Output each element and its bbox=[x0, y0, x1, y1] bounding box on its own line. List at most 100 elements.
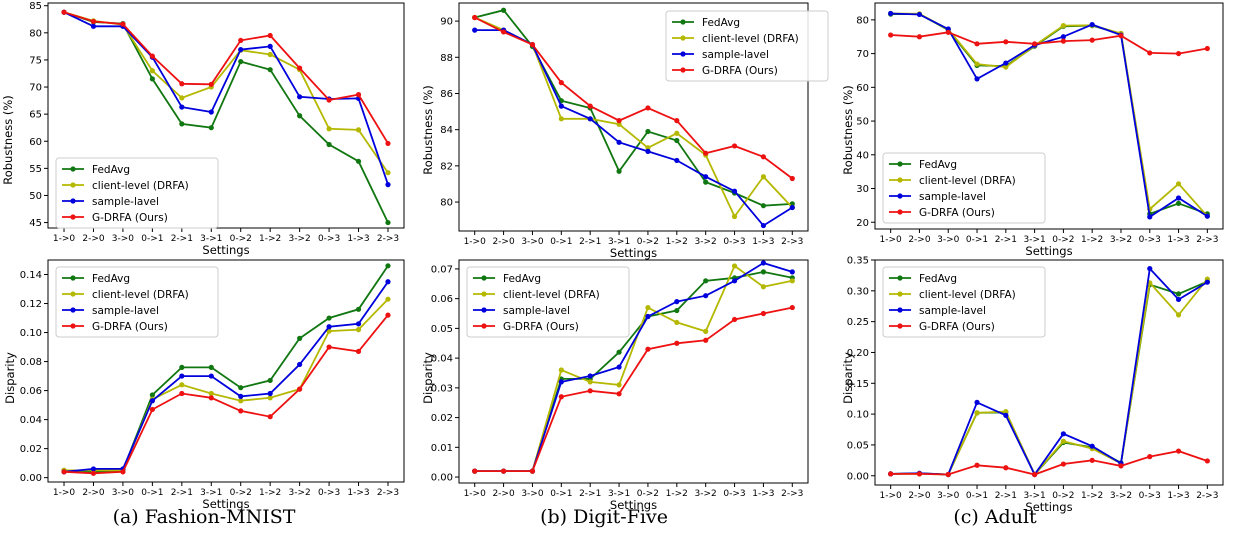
data-point bbox=[616, 118, 622, 124]
x-tick-label: 2->3 bbox=[781, 237, 803, 247]
data-point bbox=[355, 127, 362, 133]
y-tick-label: 0.00 bbox=[847, 471, 869, 482]
data-point bbox=[385, 170, 391, 176]
legend-box bbox=[55, 157, 219, 229]
data-point bbox=[974, 410, 980, 416]
x-tick-label: 0->3 bbox=[723, 489, 745, 499]
data-point bbox=[1175, 181, 1182, 187]
data-point bbox=[179, 104, 185, 110]
x-tick-label: 1->2 bbox=[259, 234, 281, 244]
data-point bbox=[149, 53, 155, 59]
x-tick-label: 1->0 bbox=[464, 489, 487, 499]
data-point bbox=[616, 168, 622, 174]
data-point bbox=[326, 97, 332, 103]
y-tick-label: 84 bbox=[440, 125, 453, 136]
data-point bbox=[472, 14, 478, 21]
x-tick-label: 0->1 bbox=[966, 491, 988, 501]
y-tick-label: 0.15 bbox=[847, 379, 869, 390]
y-tick-label: 80 bbox=[29, 28, 42, 39]
y-tick-label: 45 bbox=[29, 218, 42, 229]
data-point bbox=[208, 81, 214, 87]
data-point bbox=[731, 143, 738, 149]
y-tick-label: 0.05 bbox=[847, 440, 869, 451]
x-axis-label: Settings bbox=[610, 246, 657, 260]
x-tick-label: 1->2 bbox=[259, 488, 281, 498]
legend-label: sample-lavel bbox=[919, 305, 986, 317]
y-tick-label: 90 bbox=[440, 17, 453, 28]
x-tick-label: 3->0 bbox=[521, 489, 544, 499]
x-tick-label: 2->1 bbox=[171, 488, 193, 498]
data-point bbox=[90, 466, 97, 472]
data-point bbox=[1147, 50, 1153, 56]
x-tick-label: 0->1 bbox=[550, 489, 572, 499]
y-axis-label: Robustness (%) bbox=[421, 85, 435, 175]
y-tick-label: 65 bbox=[29, 110, 42, 121]
x-tick-label: 3->1 bbox=[608, 489, 630, 499]
x-tick-label: 2->1 bbox=[579, 237, 601, 247]
data-point bbox=[587, 116, 593, 122]
data-point bbox=[1204, 458, 1210, 464]
y-tick-label: 0.02 bbox=[431, 413, 453, 424]
data-point bbox=[385, 296, 391, 302]
y-tick-label: 0.00 bbox=[431, 473, 453, 484]
series-line bbox=[64, 298, 389, 472]
y-tick-label: 0.14 bbox=[20, 270, 42, 281]
legend-marker bbox=[70, 275, 76, 281]
legend-marker bbox=[70, 307, 76, 313]
data-point bbox=[529, 42, 536, 48]
y-tick-label: 80 bbox=[856, 15, 869, 26]
data-point bbox=[297, 94, 303, 100]
legend-marker bbox=[481, 307, 487, 313]
x-tick-label: 0->2 bbox=[1052, 235, 1074, 245]
data-point bbox=[916, 34, 923, 40]
legend-label: sample-lavel bbox=[92, 305, 159, 317]
data-point bbox=[297, 113, 303, 119]
data-point bbox=[558, 103, 564, 109]
data-point bbox=[731, 188, 738, 194]
x-tick-label: 1->2 bbox=[666, 489, 688, 499]
data-point bbox=[326, 315, 332, 321]
data-point bbox=[1003, 60, 1009, 66]
data-point bbox=[355, 306, 362, 312]
y-tick-label: 85 bbox=[29, 1, 42, 12]
y-tick-label: 75 bbox=[29, 55, 42, 66]
data-point bbox=[179, 121, 185, 127]
y-axis-label: Robustness (%) bbox=[841, 85, 855, 175]
x-tick-label: 0->3 bbox=[318, 488, 340, 498]
data-point bbox=[297, 361, 303, 368]
data-point bbox=[1147, 454, 1153, 460]
data-point bbox=[760, 310, 767, 317]
data-point bbox=[888, 10, 894, 17]
x-tick-label: 3->0 bbox=[937, 235, 960, 245]
data-point bbox=[974, 399, 980, 405]
x-tick-label: 2->1 bbox=[171, 234, 193, 244]
x-tick-label: 1->2 bbox=[1081, 235, 1103, 245]
data-point bbox=[616, 382, 622, 388]
x-tick-label: 3->1 bbox=[200, 234, 222, 244]
legend-label: G-DRFA (Ours) bbox=[92, 321, 168, 333]
caption-fashion-mnist: (a) Fashion-MNIST bbox=[112, 506, 296, 528]
data-point bbox=[326, 344, 332, 350]
data-point bbox=[267, 390, 273, 397]
legend-label: sample-lavel bbox=[702, 49, 769, 61]
x-axis-label: Settings bbox=[610, 498, 657, 512]
y-tick-label: 60 bbox=[29, 137, 42, 148]
y-tick-label: 50 bbox=[29, 191, 42, 202]
x-tick-label: 0->3 bbox=[1139, 491, 1161, 501]
y-tick-label: 0.08 bbox=[20, 357, 42, 368]
data-point bbox=[703, 278, 709, 284]
data-point bbox=[558, 80, 564, 86]
data-point bbox=[1147, 266, 1153, 272]
legend-marker bbox=[70, 198, 76, 204]
series-line bbox=[890, 450, 1208, 476]
data-point bbox=[916, 471, 923, 477]
x-tick-label: 0->2 bbox=[230, 488, 252, 498]
legend-marker bbox=[70, 182, 76, 188]
data-point bbox=[974, 76, 980, 82]
x-tick-label: 2->3 bbox=[377, 234, 399, 244]
x-tick-label: 2->3 bbox=[377, 488, 399, 498]
data-point bbox=[558, 379, 564, 385]
data-point bbox=[1175, 448, 1182, 454]
data-point bbox=[1118, 33, 1124, 39]
